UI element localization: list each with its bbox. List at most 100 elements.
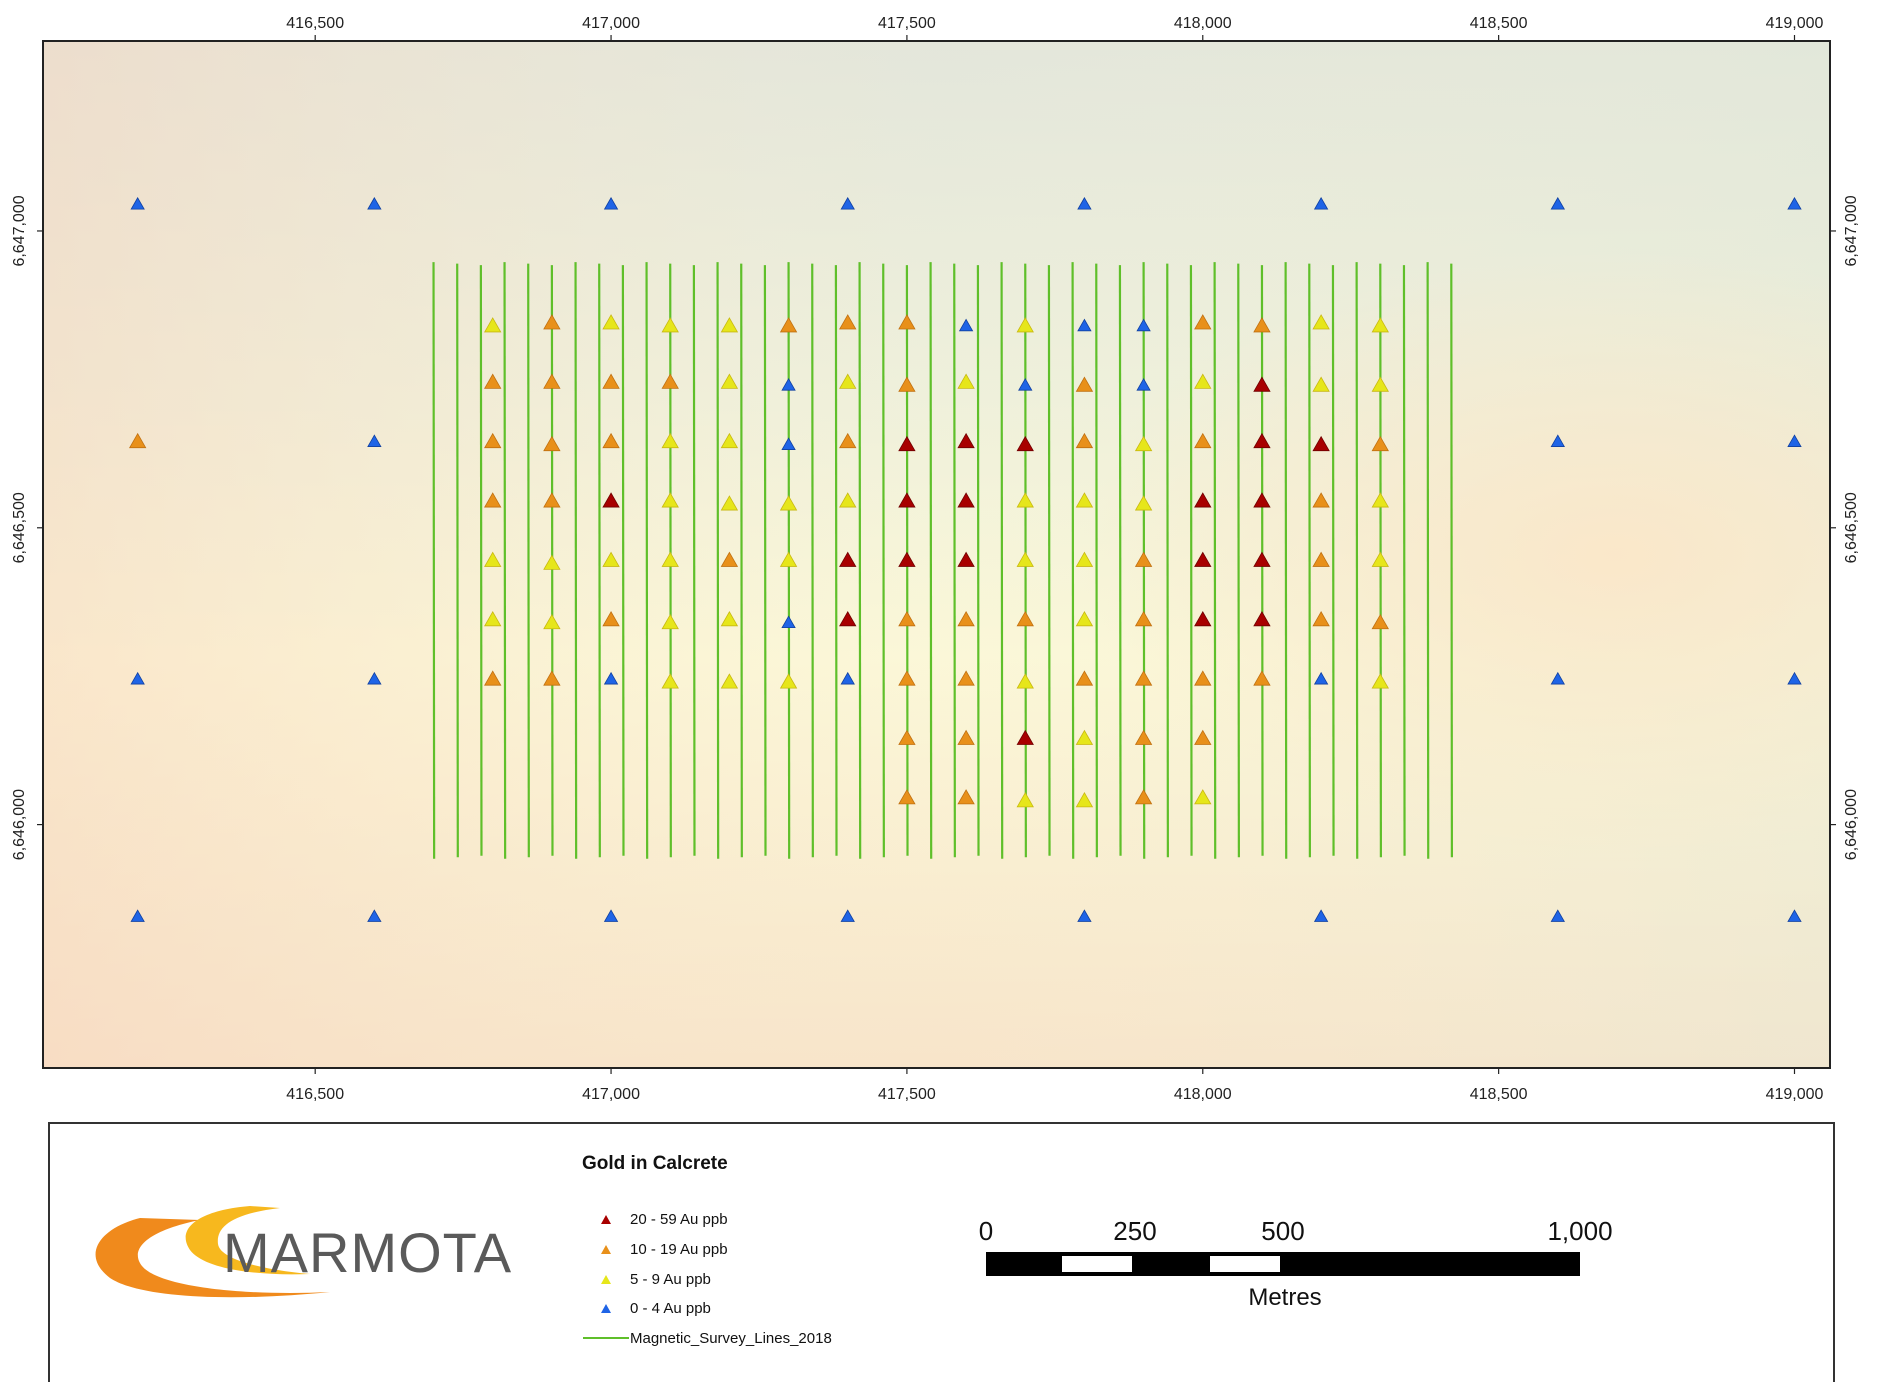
x-tick-label-bottom: 417,500 — [878, 1086, 936, 1103]
sample-point-10-19 — [957, 729, 975, 745]
sample-point-0-4 — [840, 909, 855, 922]
sample-point-0-4 — [1787, 671, 1802, 685]
scale-unit: Metres — [1248, 1284, 1322, 1311]
sample-point-20-59 — [957, 492, 975, 508]
sample-point-10-19 — [1134, 551, 1153, 567]
y-tick-label-left: 6,646,000 — [11, 789, 28, 860]
survey-line — [1213, 262, 1217, 859]
survey-line — [503, 262, 507, 859]
x-tick-label-bottom: 417,000 — [582, 1086, 640, 1103]
sample-point-5-9 — [661, 613, 679, 630]
sample-point-5-9 — [1075, 792, 1094, 808]
x-tick-label-top: 419,000 — [1766, 15, 1824, 32]
sample-point-0-4 — [603, 671, 619, 685]
y-tick-label-right: 6,646,000 — [1843, 789, 1860, 860]
survey-line — [527, 263, 530, 858]
legend-label: 0 - 4 Au ppb — [630, 1299, 711, 1317]
survey-line — [953, 263, 956, 858]
legend-item-0-4: 0 - 4 Au ppb — [582, 1297, 711, 1319]
sample-point-5-9 — [720, 610, 739, 627]
sample-point-5-9 — [720, 495, 739, 511]
sample-point-0-4 — [1313, 909, 1329, 922]
survey-line — [1237, 263, 1240, 858]
sample-point-0-4 — [130, 671, 145, 685]
survey-line — [574, 262, 578, 859]
sample-point-5-9 — [661, 673, 679, 689]
x-tick-label-bottom: 418,500 — [1470, 1086, 1528, 1103]
sample-point-5-9 — [779, 495, 798, 511]
legend-panel: MARMOTA Gold in Calcrete 20 - 59 Au ppb … — [48, 1122, 1835, 1382]
sample-point-0-4 — [1550, 434, 1565, 447]
sample-point-0-4 — [1550, 196, 1565, 210]
sample-point-0-4 — [130, 909, 145, 922]
survey-line — [858, 262, 862, 859]
sample-point-10-19 — [543, 670, 561, 686]
sample-point-5-9 — [1134, 435, 1153, 452]
sample-point-20-59 — [957, 432, 975, 449]
survey-line — [1355, 262, 1359, 859]
sample-point-5-9 — [1371, 376, 1389, 392]
x-tick-label-top: 417,000 — [582, 15, 640, 32]
sample-point-0-4 — [1077, 909, 1092, 922]
sample-point-5-9 — [1016, 492, 1034, 508]
y-axis-ticks: 6,647,000 6,647,000 6,646,500 6,646,500 6,64… — [11, 195, 1860, 860]
sample-point-0-4 — [603, 909, 619, 922]
sample-point-0-4 — [367, 909, 382, 922]
sample-point-0-4 — [367, 671, 382, 685]
legend-item-5-9: 5 - 9 Au ppb — [582, 1268, 711, 1290]
survey-line — [763, 265, 767, 856]
sample-point-10-19 — [1194, 432, 1212, 449]
logo-wordmark: MARMOTA — [223, 1221, 513, 1284]
sample-point-5-9 — [1194, 789, 1212, 805]
sample-point-10-19 — [957, 789, 975, 805]
sample-point-5-9 — [1312, 376, 1330, 392]
sample-point-5-9 — [1016, 792, 1034, 808]
sample-point-10-19 — [957, 670, 975, 686]
sample-point-10-19 — [1075, 376, 1094, 392]
legend-label: 20 - 59 Au ppb — [630, 1210, 728, 1228]
sample-point-20-59 — [1253, 551, 1271, 567]
sample-point-10-19 — [1253, 670, 1271, 686]
survey-line — [1331, 265, 1335, 856]
survey-line — [1426, 262, 1430, 859]
survey-line — [645, 262, 649, 859]
sample-point-0-4 — [1136, 378, 1151, 391]
survey-line — [1166, 263, 1169, 858]
map-border — [42, 40, 1831, 1069]
sample-point-20-59 — [839, 610, 857, 627]
x-tick-label-top: 416,500 — [286, 15, 344, 32]
sample-point-5-9 — [720, 317, 739, 333]
sample-point-5-9 — [1312, 314, 1330, 330]
sample-point-5-9 — [779, 551, 798, 567]
sample-point-20-59 — [1016, 435, 1034, 452]
sample-point-0-4 — [840, 196, 855, 210]
sample-point-10-19 — [1134, 729, 1153, 745]
legend-label: 5 - 9 Au ppb — [630, 1270, 711, 1288]
sample-point-20-59 — [898, 492, 916, 508]
sample-point-10-19 — [1312, 492, 1330, 508]
sample-point-5-9 — [957, 373, 975, 389]
x-tick-label-bottom: 418,000 — [1174, 1086, 1232, 1103]
survey-line — [740, 263, 743, 858]
sample-point-5-9 — [661, 551, 679, 567]
x-tick-label-bottom: 416,500 — [286, 1086, 344, 1103]
sample-point-10-19 — [898, 789, 916, 805]
sample-point-5-9 — [1371, 317, 1389, 333]
x-axis-ticks: 416,500 416,500 417,000 417,000 417,500 417,5… — [286, 15, 1823, 1103]
sample-point-20-59 — [1253, 492, 1271, 508]
sample-point-5-9 — [839, 492, 857, 508]
sample-point-5-9 — [484, 551, 502, 567]
line-icon — [583, 1337, 629, 1339]
legend-item-20-59: 20 - 59 Au ppb — [582, 1208, 728, 1230]
legend-item-10-19: 10 - 19 Au ppb — [582, 1238, 728, 1260]
map-frame: 416,500 416,500 417,000 417,000 417,500 417,5… — [11, 15, 1860, 1103]
survey-line — [1047, 265, 1051, 856]
survey-line — [929, 262, 933, 859]
sample-point-5-9 — [720, 673, 739, 689]
x-tick-label-top: 418,000 — [1174, 15, 1232, 32]
sample-point-10-19 — [1075, 432, 1094, 449]
sample-point-0-4 — [1550, 671, 1565, 685]
sample-point-5-9 — [602, 314, 620, 330]
legend-label: Magnetic_Survey_Lines_2018 — [630, 1329, 832, 1347]
sample-point-10-19 — [898, 670, 916, 686]
